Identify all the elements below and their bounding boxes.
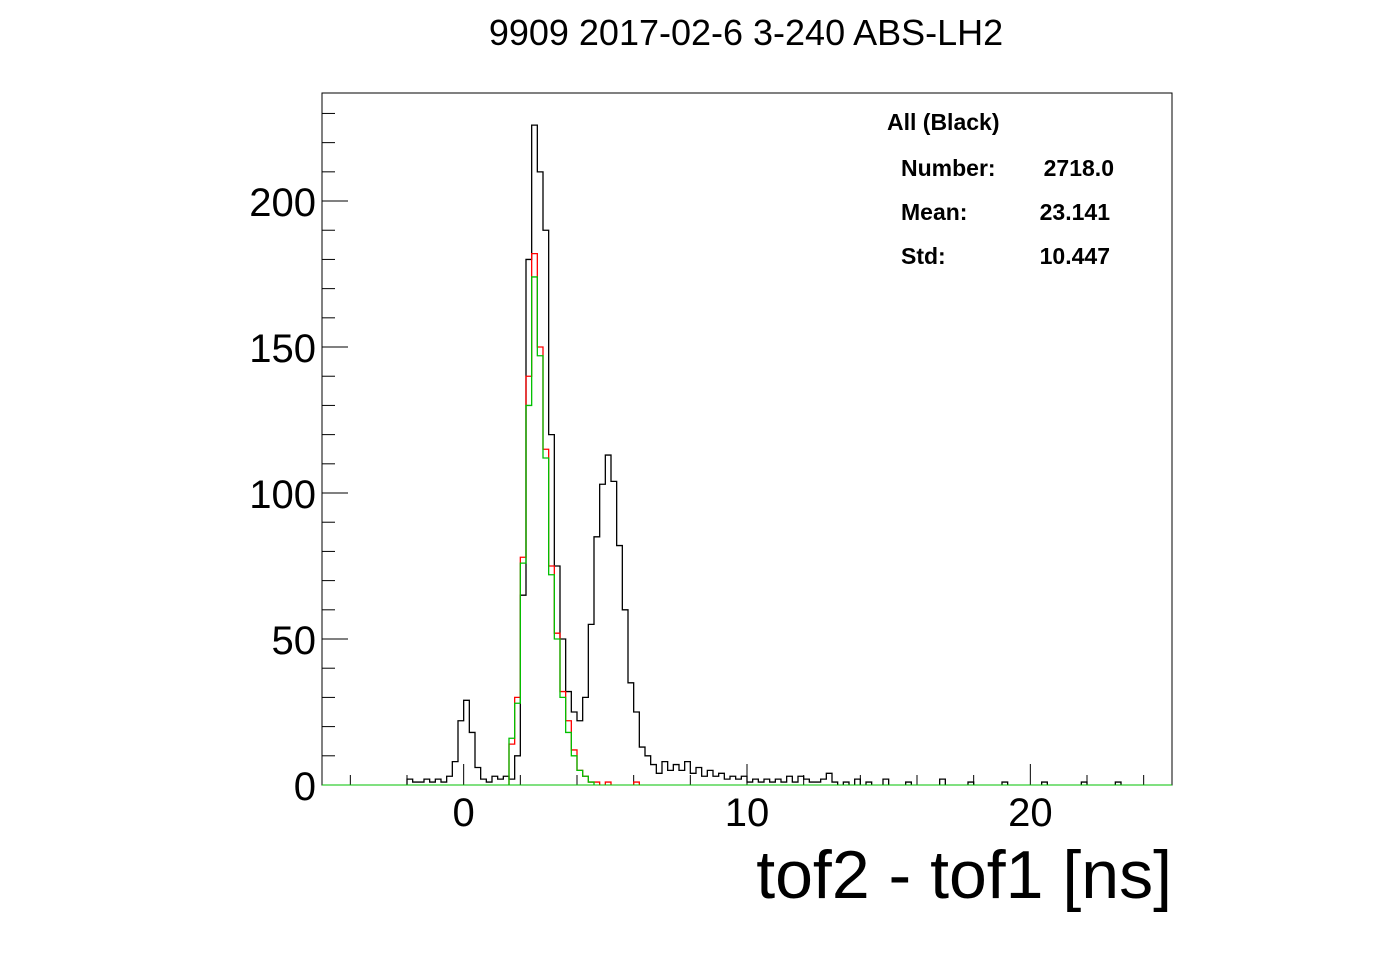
chart-title: 9909 2017-02-6 3-240 ABS-LH2 <box>489 12 1003 53</box>
y-tick-label: 0 <box>294 765 316 809</box>
series-green <box>508 276 595 785</box>
stats-number-label: Number: <box>901 155 996 181</box>
x-tick-label: 0 <box>453 791 475 835</box>
series-layer <box>322 124 1172 786</box>
y-tick-label: 150 <box>249 327 316 371</box>
histogram-outline <box>508 276 595 785</box>
histogram-outline <box>406 124 1122 785</box>
y-axis-tick-labels: 0 50 100 150 200 <box>249 181 316 809</box>
y-tick-label: 50 <box>272 619 317 663</box>
series-red <box>508 252 640 785</box>
y-tick-label: 100 <box>249 473 316 517</box>
stats-mean-label: Mean: <box>901 199 967 225</box>
stats-number-value: 2718.0 <box>1044 155 1114 181</box>
series-all-black <box>406 124 1122 785</box>
stats-box: All (Black) Number: 2718.0 Mean: 23.141 … <box>862 96 1171 274</box>
stats-std-value: 10.447 <box>1040 243 1110 269</box>
stats-std-label: Std: <box>901 243 946 269</box>
stats-box-background <box>862 96 1171 274</box>
y-axis-ticks <box>322 112 348 786</box>
x-tick-label: 20 <box>1008 791 1053 835</box>
x-axis-tick-labels: 0 10 20 <box>453 791 1053 835</box>
y-tick-label: 200 <box>249 181 316 225</box>
histogram-outline <box>508 252 640 785</box>
stats-mean-value: 23.141 <box>1040 199 1111 225</box>
x-axis-title: tof2 - tof1 [ns] <box>756 837 1172 913</box>
x-tick-label: 10 <box>725 791 770 835</box>
stats-header: All (Black) <box>887 109 999 135</box>
